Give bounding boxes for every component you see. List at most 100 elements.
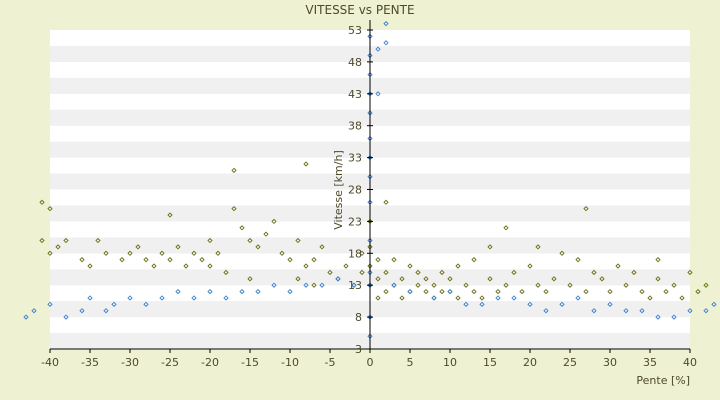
- data-point-blue: [407, 288, 413, 295]
- data-point-olive: [503, 225, 509, 231]
- data-point-olive: [167, 257, 173, 263]
- data-point-olive: [463, 282, 469, 288]
- data-point-olive: [295, 237, 301, 244]
- y-tick-label: 23: [348, 215, 362, 228]
- data-point-olive: [263, 231, 269, 237]
- data-point-olive: [455, 263, 461, 269]
- data-point-olive: [359, 269, 365, 276]
- data-point-blue: [591, 308, 597, 314]
- data-point-blue: [447, 288, 453, 295]
- data-point-blue: [287, 288, 293, 295]
- data-point-olive: [559, 250, 565, 256]
- data-point-blue: [271, 282, 277, 288]
- y-tick-label: 33: [348, 152, 362, 165]
- x-tick-label: -25: [161, 356, 179, 369]
- data-point-blue: [319, 282, 325, 288]
- data-point-olive: [399, 295, 405, 301]
- data-point-olive: [655, 276, 661, 282]
- data-point-blue: [671, 314, 677, 320]
- data-point-olive: [663, 288, 669, 295]
- data-point-olive: [375, 276, 381, 282]
- data-point-olive: [39, 199, 45, 205]
- data-point-olive: [247, 276, 253, 282]
- data-point-blue: [543, 308, 549, 314]
- data-point-olive: [95, 237, 101, 244]
- data-point-blue: [31, 308, 37, 314]
- data-point-blue: [143, 301, 149, 307]
- data-point-blue: [431, 295, 437, 301]
- data-point-olive: [511, 269, 517, 276]
- data-point-olive: [687, 269, 693, 276]
- data-point-olive: [167, 212, 173, 218]
- data-point-blue: [111, 301, 117, 307]
- data-point-blue: [375, 91, 381, 97]
- data-point-olive: [639, 288, 645, 295]
- data-point-olive: [231, 206, 237, 212]
- x-tick-label: 25: [563, 356, 577, 369]
- data-point-olive: [39, 237, 45, 244]
- data-point-blue: [127, 295, 133, 301]
- data-point-olive: [623, 282, 629, 288]
- data-point-blue: [351, 282, 357, 288]
- data-point-blue: [303, 282, 309, 288]
- data-point-olive: [303, 263, 309, 269]
- y-tick-label: 8: [355, 311, 362, 324]
- data-point-olive: [567, 282, 573, 288]
- x-tick-label: 15: [483, 356, 497, 369]
- data-point-olive: [487, 244, 493, 250]
- data-point-olive: [551, 276, 557, 282]
- data-point-olive: [703, 282, 709, 288]
- data-point-blue: [47, 301, 53, 307]
- data-point-olive: [135, 244, 141, 250]
- y-tick-label: 48: [348, 56, 362, 69]
- x-tick-label: 30: [603, 356, 617, 369]
- data-point-olive: [311, 257, 317, 263]
- data-point-olive: [399, 276, 405, 282]
- data-point-blue: [175, 288, 181, 295]
- data-point-olive: [655, 257, 661, 263]
- data-point-blue: [191, 295, 197, 301]
- x-axis-title: Pente [%]: [636, 374, 690, 387]
- data-point-olive: [679, 295, 685, 301]
- data-point-olive: [415, 282, 421, 288]
- data-point-olive: [647, 295, 653, 301]
- data-point-olive: [407, 263, 413, 269]
- chart-title: VITESSE vs PENTE: [305, 3, 414, 17]
- x-tick-label: -10: [281, 356, 299, 369]
- data-point-blue: [23, 314, 29, 320]
- y-tick-label: 38: [348, 120, 362, 133]
- data-point-olive: [423, 288, 429, 295]
- data-point-olive: [383, 269, 389, 276]
- data-point-blue: [375, 46, 381, 52]
- data-point-olive: [55, 244, 61, 250]
- data-point-olive: [383, 199, 389, 205]
- data-point-olive: [327, 269, 333, 276]
- data-point-olive: [599, 276, 605, 282]
- y-tick-label: 28: [348, 184, 362, 197]
- data-point-olive: [471, 257, 477, 263]
- x-tick-label: -40: [41, 356, 59, 369]
- x-tick-label: 10: [443, 356, 457, 369]
- data-point-blue: [159, 295, 165, 301]
- data-point-olive: [207, 263, 213, 269]
- data-point-blue: [703, 308, 709, 314]
- data-point-blue: [575, 295, 581, 301]
- x-axis-ticks: -40 -35 -30 -25 -20 -15 -10 -5 0 5 10 15 20 25 30 35 40: [41, 349, 697, 369]
- data-point-blue: [383, 40, 389, 46]
- x-tick-label: 20: [523, 356, 537, 369]
- data-point-blue: [383, 20, 389, 27]
- y-tick-label: 13: [348, 279, 362, 292]
- data-point-olive: [127, 250, 133, 256]
- data-point-blue: [63, 314, 69, 320]
- data-point-olive: [615, 263, 621, 269]
- data-point-blue: [239, 288, 245, 295]
- data-point-olive: [455, 295, 461, 301]
- data-point-olive: [143, 257, 149, 263]
- data-point-olive: [159, 250, 165, 256]
- data-point-olive: [287, 257, 293, 263]
- y-axis-title: Vitesse [km/h]: [332, 150, 345, 230]
- data-point-olive: [183, 263, 189, 269]
- data-point-olive: [375, 295, 381, 301]
